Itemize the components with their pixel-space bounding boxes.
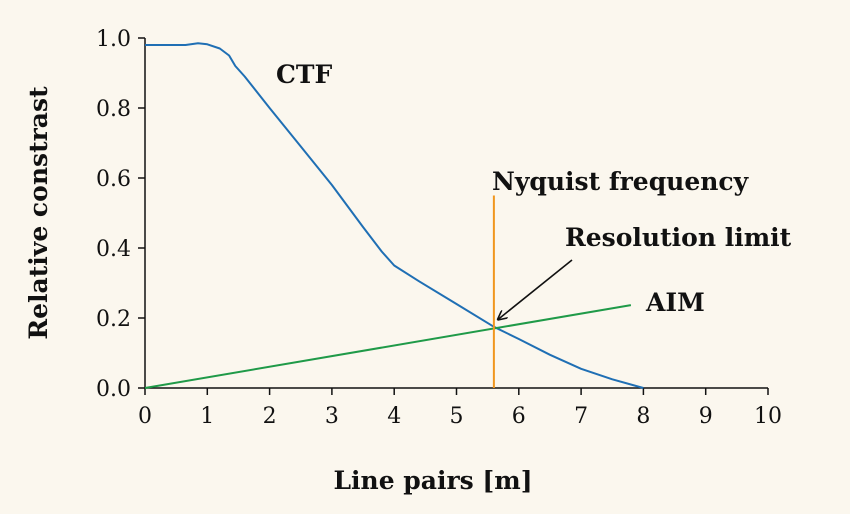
y-axis-title: Relative constrast (24, 86, 53, 340)
y-tick-label: 0.2 (96, 307, 131, 332)
ctf-series-label: CTF (276, 60, 333, 89)
series-layer (144, 42, 644, 389)
x-tick-label: 10 (754, 404, 782, 429)
x-tick-label: 9 (699, 404, 713, 429)
y-tick-label: 0.4 (96, 237, 131, 262)
x-tick-label: 2 (263, 404, 277, 429)
x-tick-label: 1 (200, 404, 214, 429)
aim-curve (144, 304, 632, 389)
aim-series-label: AIM (645, 288, 705, 317)
x-tick-label: 3 (325, 404, 339, 429)
y-tick-label: 0.6 (96, 167, 131, 192)
x-tick-label: 6 (512, 404, 526, 429)
x-tick-label: 8 (636, 404, 650, 429)
x-tick-label: 0 (138, 404, 152, 429)
x-tick-label: 7 (574, 404, 588, 429)
y-tick-label: 0.8 (96, 97, 131, 122)
nyquist-label: Nyquist frequency (492, 167, 750, 196)
y-tick-label: 0.0 (96, 377, 131, 402)
x-tick-label: 5 (450, 404, 464, 429)
y-tick-label: 1.0 (96, 27, 131, 52)
resolution-limit-label: Resolution limit (565, 223, 792, 252)
x-axis-title: Line pairs [m] (333, 466, 532, 495)
x-tick-label: 4 (387, 404, 401, 429)
ctf-curve (145, 42, 644, 389)
ticks: 0 1 2 3 4 5 6 7 8 9 10 0.0 0.2 0.4 0.6 0.8 1.0 (96, 27, 782, 429)
resolution-limit-arrow (498, 259, 573, 320)
